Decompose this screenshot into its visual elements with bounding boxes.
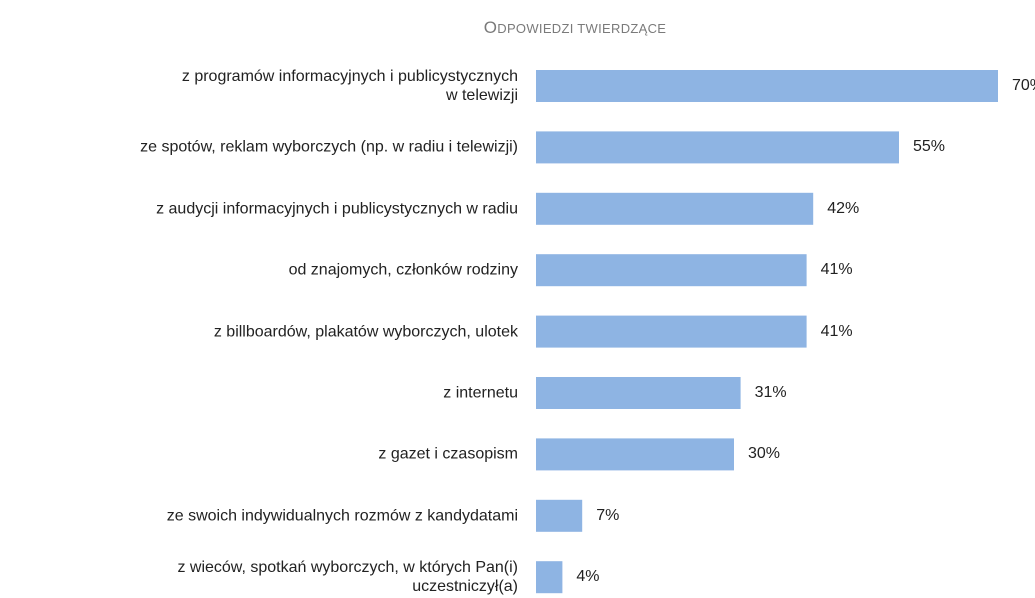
bar [536, 438, 734, 471]
value-label: 7% [596, 506, 620, 524]
value-label: 70% [1012, 77, 1035, 94]
bar [536, 192, 814, 225]
value-label: 30% [748, 445, 781, 463]
category-label: z programów informacyjnych i publicystyc… [181, 68, 518, 104]
bar [536, 254, 807, 287]
category-label: ze spotów, reklam wyborczych (np. w radi… [140, 138, 518, 156]
category-label: od znajomych, członków rodziny [288, 261, 518, 279]
category-label: z wieców, spotkań wyborczych, w których … [177, 559, 518, 596]
category-label: z audycji informacyjnych i publicystyczn… [156, 200, 518, 218]
bar [536, 70, 998, 102]
value-label: 41% [820, 322, 853, 340]
bar [536, 131, 899, 164]
bar [536, 499, 583, 532]
value-label: 42% [827, 199, 860, 217]
bar [536, 377, 741, 409]
category-label: z billboardów, plakatów wyborczych, ulot… [213, 323, 518, 341]
value-label: 41% [820, 261, 853, 279]
value-label: 4% [576, 568, 600, 586]
category-label: z gazet i czasopism [378, 445, 518, 463]
bar [536, 315, 807, 348]
value-label: 31% [754, 384, 787, 401]
bar [536, 561, 563, 594]
chart-title: ODPOWIEDZI TWIERDZĄCE [483, 18, 667, 37]
category-label: ze swoich indywidualnych rozmów z kandyd… [166, 507, 518, 525]
category-label: z internetu [443, 384, 518, 402]
value-label: 55% [913, 138, 946, 156]
